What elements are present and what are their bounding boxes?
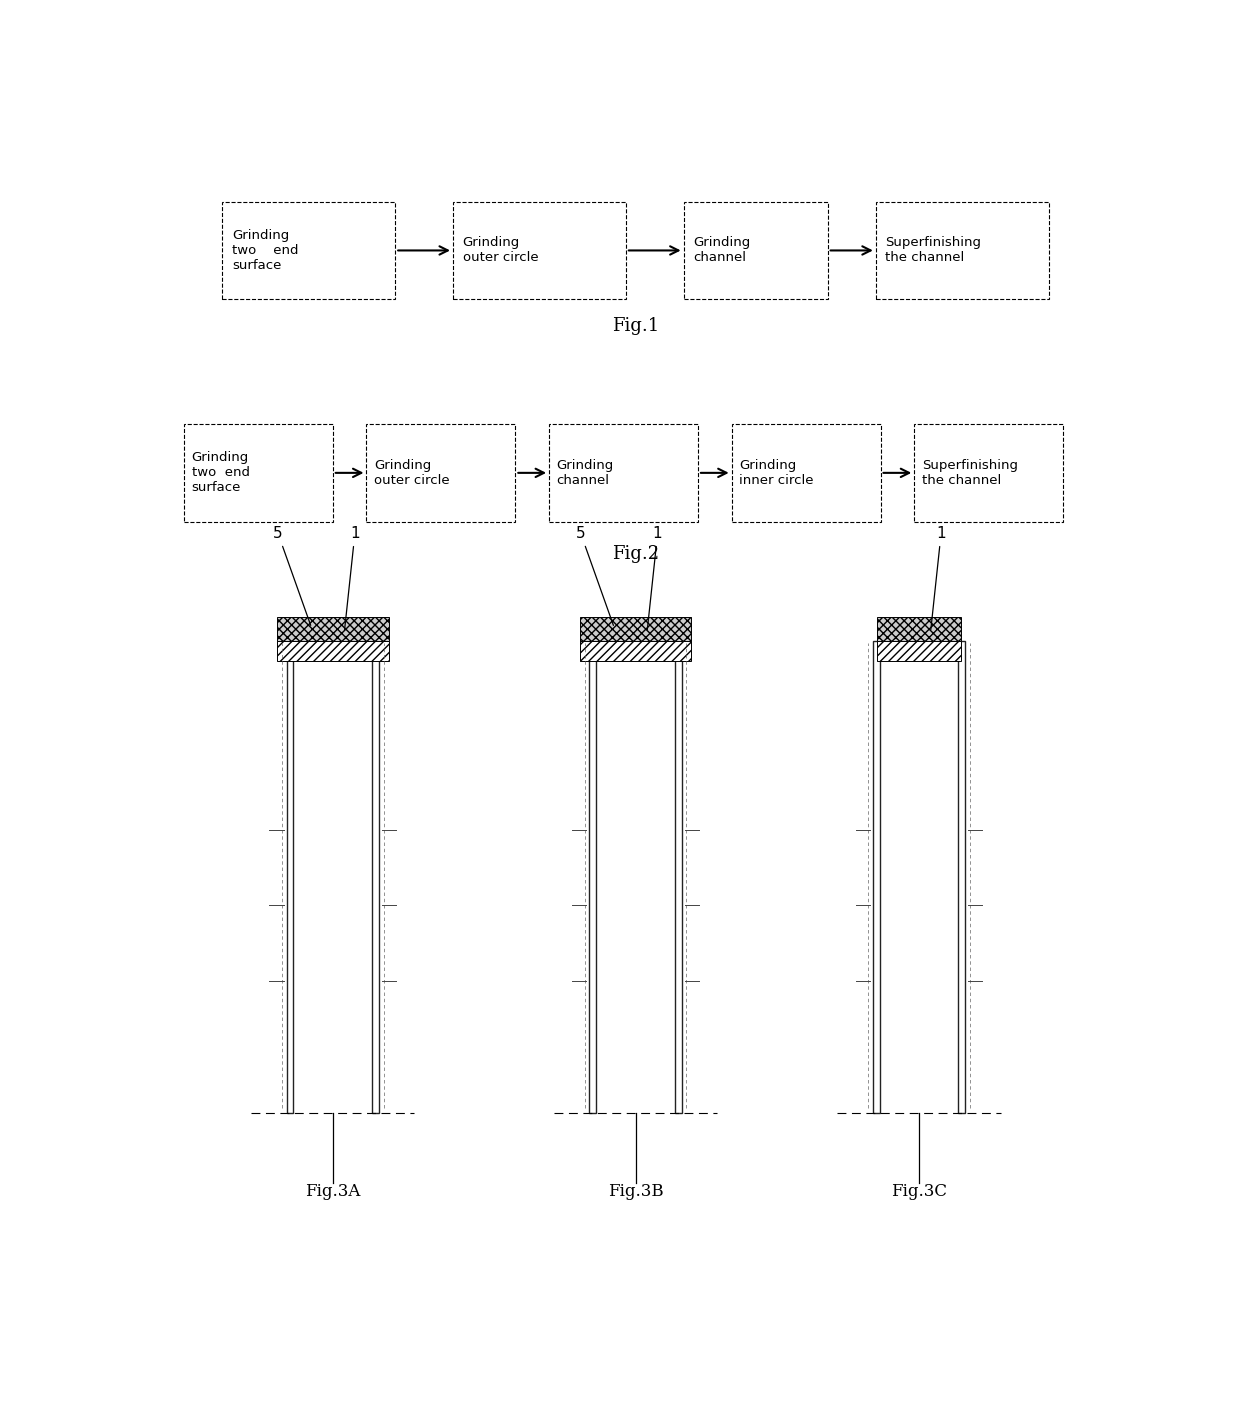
Bar: [675, 641, 682, 1113]
Bar: [589, 641, 596, 1113]
Bar: [732, 424, 880, 521]
Text: 1: 1: [345, 526, 360, 630]
Text: Grinding
channel: Grinding channel: [693, 237, 750, 265]
Bar: [683, 201, 828, 299]
Bar: [184, 424, 332, 521]
Bar: [286, 641, 294, 1113]
Bar: [372, 641, 379, 1113]
Text: Fig.3C: Fig.3C: [892, 1182, 947, 1199]
Bar: [877, 617, 961, 641]
Bar: [277, 617, 388, 641]
Text: Superfinishing
the channel: Superfinishing the channel: [921, 459, 1018, 488]
Bar: [877, 641, 961, 661]
Text: Grinding
outer circle: Grinding outer circle: [463, 237, 538, 265]
Text: Fig.3A: Fig.3A: [305, 1182, 361, 1199]
Bar: [453, 201, 626, 299]
Bar: [873, 641, 879, 1113]
Text: Grinding
two    end
surface: Grinding two end surface: [232, 228, 299, 272]
Bar: [580, 617, 691, 641]
Text: Superfinishing
the channel: Superfinishing the channel: [885, 237, 981, 265]
Text: Grinding
inner circle: Grinding inner circle: [739, 459, 813, 488]
Text: 1: 1: [647, 526, 662, 630]
Bar: [914, 424, 1063, 521]
Bar: [367, 424, 516, 521]
Text: 5: 5: [273, 526, 311, 626]
Text: Fig.2: Fig.2: [611, 545, 660, 564]
Bar: [959, 641, 965, 1113]
Bar: [580, 641, 691, 661]
Text: 1: 1: [931, 526, 946, 630]
Bar: [277, 641, 388, 661]
Text: Fig.3B: Fig.3B: [608, 1182, 663, 1199]
Text: Fig.1: Fig.1: [611, 317, 660, 335]
Text: Grinding
two  end
surface: Grinding two end surface: [191, 451, 249, 495]
Text: 5: 5: [575, 526, 614, 626]
Bar: [222, 201, 396, 299]
Bar: [875, 201, 1049, 299]
Bar: [549, 424, 698, 521]
Text: Grinding
outer circle: Grinding outer circle: [374, 459, 450, 488]
Text: Grinding
channel: Grinding channel: [557, 459, 614, 488]
